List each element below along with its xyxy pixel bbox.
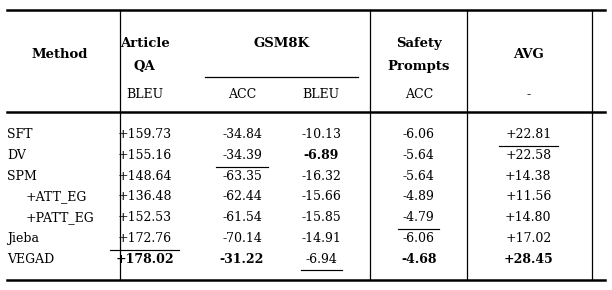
Text: SPM: SPM <box>7 170 37 183</box>
Text: -4.68: -4.68 <box>401 253 436 266</box>
Text: -63.35: -63.35 <box>222 170 262 183</box>
Text: +178.02: +178.02 <box>115 253 174 266</box>
Text: Prompts: Prompts <box>387 59 450 72</box>
Text: -14.91: -14.91 <box>301 232 341 245</box>
Text: -16.32: -16.32 <box>301 170 341 183</box>
Text: +152.53: +152.53 <box>118 211 171 224</box>
Text: -6.94: -6.94 <box>305 253 337 266</box>
Text: BLEU: BLEU <box>126 88 163 101</box>
Text: -6.06: -6.06 <box>403 232 435 245</box>
Text: Article: Article <box>120 37 170 50</box>
Text: +159.73: +159.73 <box>118 128 171 142</box>
Text: -10.13: -10.13 <box>301 128 341 142</box>
Text: QA: QA <box>133 59 155 72</box>
Text: +17.02: +17.02 <box>506 232 551 245</box>
Text: -6.89: -6.89 <box>304 149 339 162</box>
Text: Jieba: Jieba <box>7 232 40 245</box>
Text: -6.06: -6.06 <box>403 128 435 142</box>
Text: +155.16: +155.16 <box>118 149 172 162</box>
Text: +14.38: +14.38 <box>505 170 551 183</box>
Text: -: - <box>526 88 531 101</box>
Text: ACC: ACC <box>405 88 433 101</box>
Text: +22.81: +22.81 <box>506 128 551 142</box>
Text: +172.76: +172.76 <box>118 232 171 245</box>
Text: -15.66: -15.66 <box>301 191 341 204</box>
Text: +22.58: +22.58 <box>506 149 551 162</box>
Text: -34.39: -34.39 <box>222 149 262 162</box>
Text: BLEU: BLEU <box>303 88 340 101</box>
Text: -34.84: -34.84 <box>222 128 262 142</box>
Text: -62.44: -62.44 <box>222 191 262 204</box>
Text: +14.80: +14.80 <box>505 211 551 224</box>
Text: +11.56: +11.56 <box>505 191 551 204</box>
Text: -4.79: -4.79 <box>403 211 435 224</box>
Text: VEGAD: VEGAD <box>7 253 54 266</box>
Text: Method: Method <box>31 48 88 61</box>
Text: Safety: Safety <box>396 37 442 50</box>
Text: +ATT_EG: +ATT_EG <box>26 191 87 204</box>
Text: +148.64: +148.64 <box>118 170 172 183</box>
Text: -4.89: -4.89 <box>403 191 435 204</box>
Text: -70.14: -70.14 <box>222 232 262 245</box>
Text: ACC: ACC <box>228 88 256 101</box>
Text: -5.64: -5.64 <box>403 149 435 162</box>
Text: +28.45: +28.45 <box>504 253 553 266</box>
Text: +PATT_EG: +PATT_EG <box>26 211 94 224</box>
Text: AVG: AVG <box>513 48 543 61</box>
Text: DV: DV <box>7 149 26 162</box>
Text: SFT: SFT <box>7 128 33 142</box>
Text: -15.85: -15.85 <box>301 211 341 224</box>
Text: -61.54: -61.54 <box>222 211 262 224</box>
Text: -31.22: -31.22 <box>220 253 264 266</box>
Text: GSM8K: GSM8K <box>253 37 310 50</box>
Text: +136.48: +136.48 <box>118 191 172 204</box>
Text: -5.64: -5.64 <box>403 170 435 183</box>
